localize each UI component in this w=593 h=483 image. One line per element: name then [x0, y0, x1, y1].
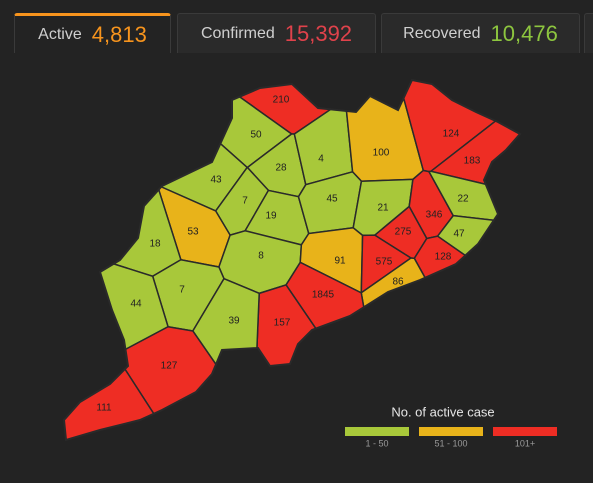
district-label: 50	[250, 130, 262, 141]
district-label: 22	[457, 194, 469, 205]
district-label: 53	[187, 227, 199, 238]
district-label: 346	[426, 210, 443, 221]
tab-edge	[584, 13, 593, 53]
district-label: 47	[453, 229, 465, 240]
legend-swatch	[419, 427, 483, 436]
district-label: 43	[210, 175, 222, 186]
district	[64, 318, 200, 440]
tab-label: Confirmed	[200, 24, 275, 42]
tab[interactable]: Recovered 10,476	[381, 13, 580, 53]
district-label: 18	[149, 239, 161, 250]
legend-swatch	[493, 427, 557, 436]
district-label: 21	[377, 203, 389, 214]
district-label: 575	[376, 257, 393, 268]
district-label: 91	[334, 256, 346, 267]
district-label: 124	[443, 129, 460, 140]
district	[64, 80, 293, 169]
tab-count: 15,392	[284, 20, 353, 46]
district-label: 7	[242, 196, 248, 207]
district-label: 4	[318, 154, 324, 165]
district-label: 39	[228, 316, 240, 327]
tab-count: 10,476	[490, 20, 558, 46]
district-label: 100	[373, 148, 390, 159]
tab[interactable]: Active 4,813	[14, 13, 171, 53]
district-label: 128	[435, 252, 452, 263]
legend-label: 101+	[515, 438, 535, 448]
tab[interactable]: Confirmed 15,392	[177, 13, 376, 53]
district-label: 86	[392, 277, 404, 288]
tab-count: 4,813	[91, 21, 147, 47]
district-label: 8	[258, 251, 264, 262]
district-label: 183	[464, 156, 481, 167]
district-label: 19	[265, 211, 277, 222]
district-label: 28	[275, 163, 287, 174]
district-label: 44	[130, 299, 142, 310]
district-label: 210	[273, 95, 290, 106]
tab-label: Active	[38, 25, 82, 43]
state-outline	[62, 78, 522, 442]
legend-label: 1 - 50	[365, 438, 388, 448]
legend-title: No. of active case	[391, 404, 494, 419]
legend-label: 51 - 100	[434, 438, 467, 448]
district-label: 45	[326, 194, 338, 205]
district-label: 127	[161, 361, 178, 372]
district-label: 1845	[312, 290, 335, 301]
district-label: 111	[96, 403, 112, 414]
district-label: 7	[179, 285, 185, 296]
district-label: 157	[274, 318, 291, 329]
district-label: 275	[395, 227, 412, 238]
tab-label: Recovered	[403, 24, 481, 42]
legend-swatch	[345, 427, 409, 436]
